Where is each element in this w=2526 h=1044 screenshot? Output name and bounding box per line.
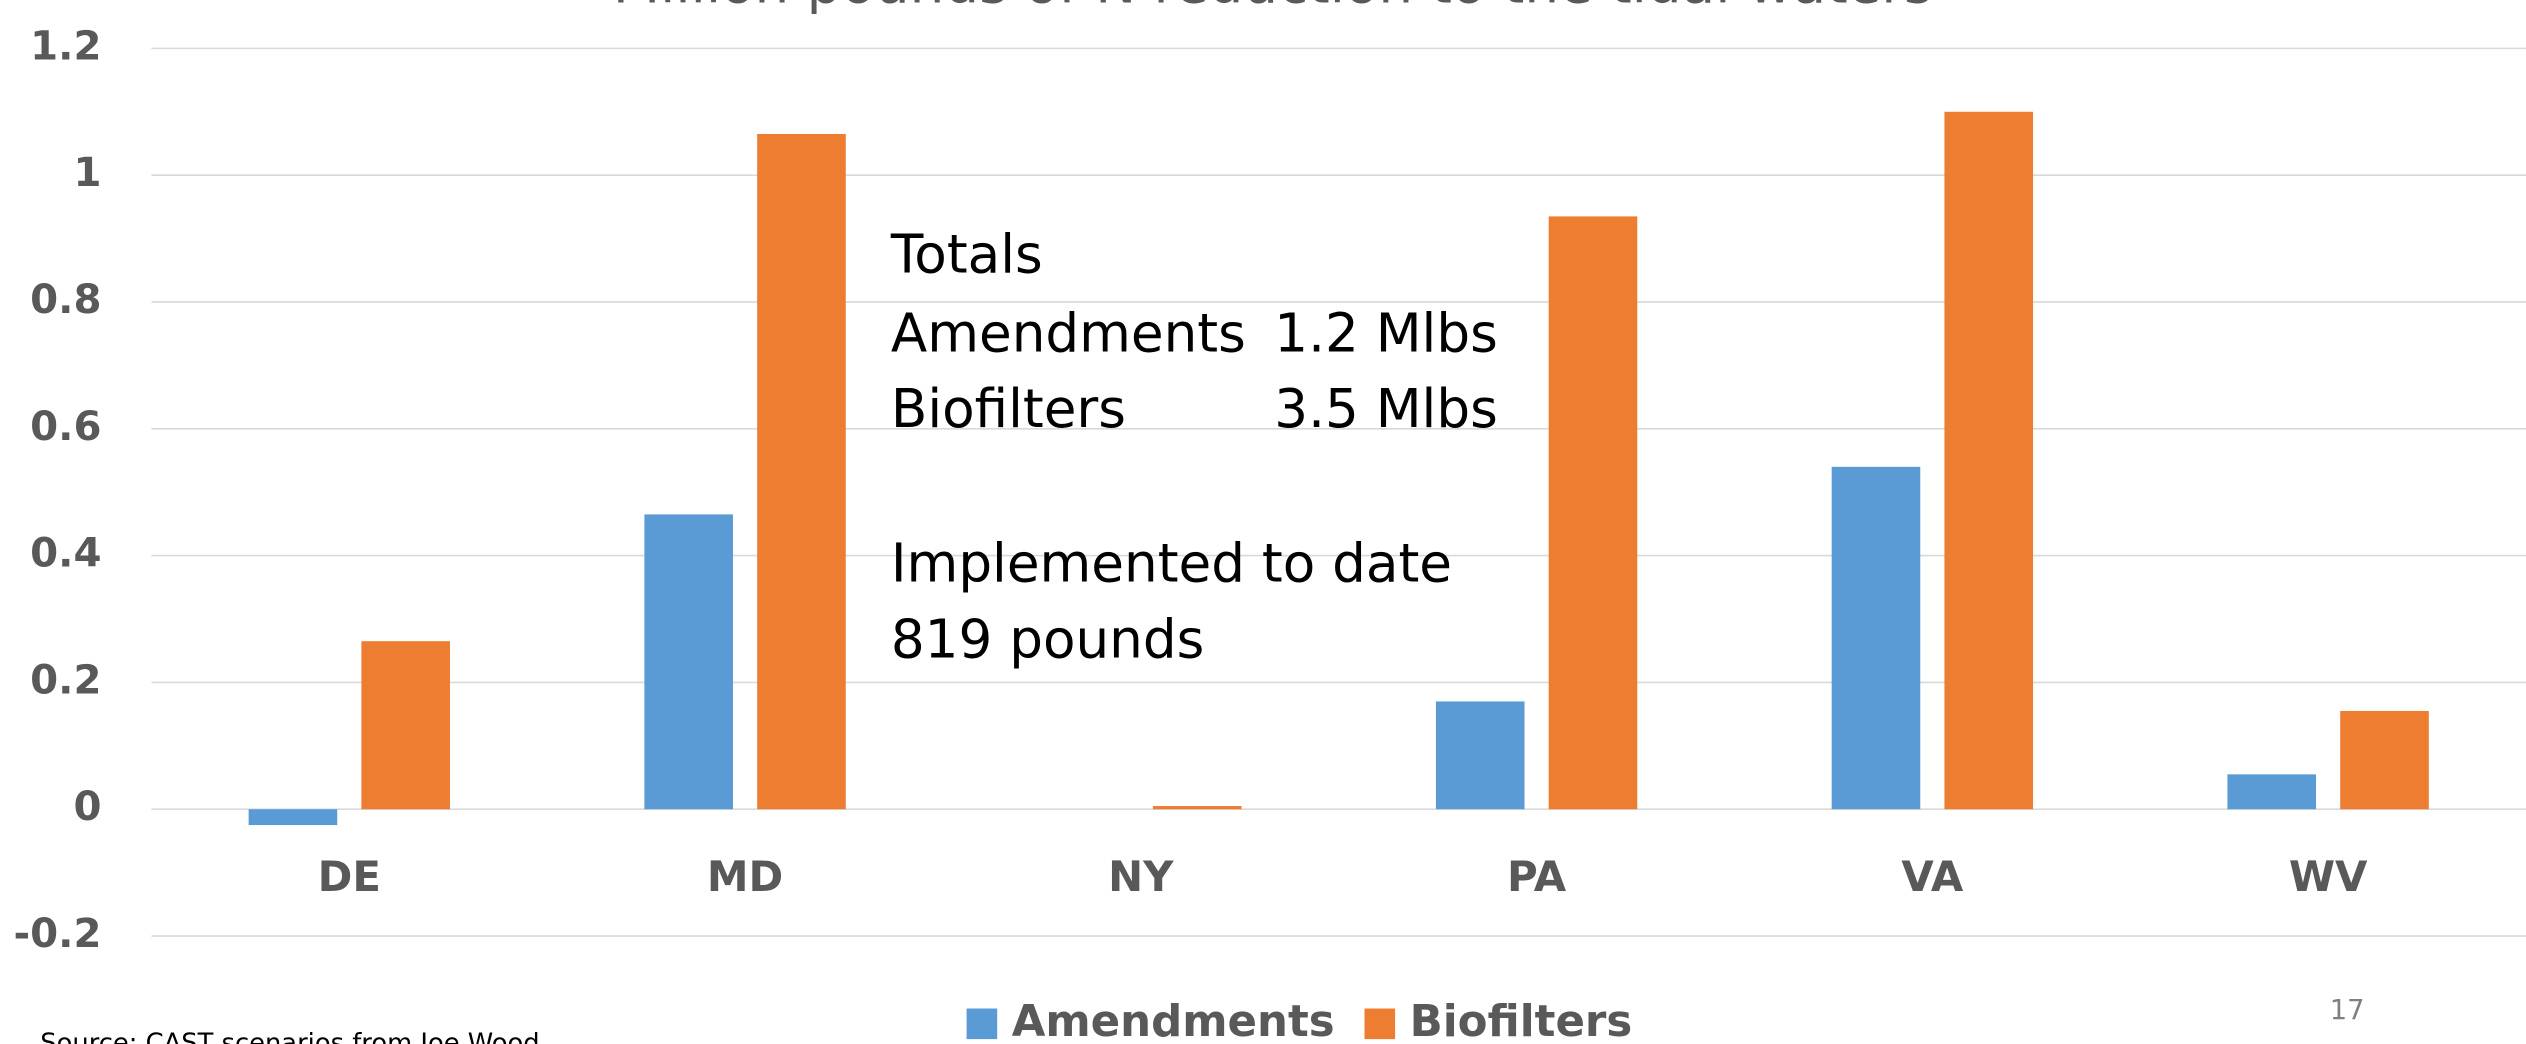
legend-label: Biofilters [1410, 997, 1633, 1044]
page-number: 17 [2330, 995, 2365, 1026]
x-tick-label: NY [1108, 852, 1174, 901]
bar [1831, 466, 1921, 810]
y-tick-label: 0.6 [30, 404, 101, 450]
x-tick-label: DE [318, 852, 381, 901]
annotation: Implemented to date [891, 533, 1452, 595]
y-tick-label: 0.2 [30, 657, 101, 703]
bar [1944, 111, 2034, 810]
annotation: Biofilters [891, 378, 1126, 440]
x-tick-label: VA [1901, 852, 1964, 901]
chart-title: Million pounds of N reduction to the tid… [613, 0, 1932, 15]
y-tick-label: 0 [73, 784, 101, 830]
y-tick-label: -0.2 [13, 911, 101, 957]
source-note: Source: CAST scenarios from Joe Wood [40, 1028, 539, 1044]
annotation: 819 pounds [891, 608, 1204, 670]
bar [1548, 216, 1638, 810]
legend-label: Amendments [1012, 997, 1335, 1044]
bar [644, 514, 733, 810]
y-tick-label: 0.4 [30, 531, 101, 577]
x-tick-label: WV [2289, 852, 2368, 901]
bar [361, 641, 450, 810]
legend-swatch [966, 1008, 998, 1040]
bar [1152, 806, 1242, 810]
bar [2227, 774, 2317, 810]
legend-swatch [1364, 1008, 1396, 1040]
annotation: 1.2 Mlbs [1274, 302, 1498, 364]
annotation: Amendments [891, 302, 1246, 364]
y-tick-label: 1 [73, 150, 101, 196]
annotation: 3.5 Mlbs [1274, 378, 1498, 440]
y-tick-label: 1.2 [30, 23, 101, 69]
bar [2340, 710, 2429, 810]
bar [248, 809, 338, 826]
x-tick-label: PA [1507, 852, 1567, 901]
bar [1435, 701, 1525, 810]
annotation: Totals [890, 223, 1043, 285]
x-tick-label: MD [707, 852, 783, 901]
bar [757, 133, 846, 810]
y-tick-label: 0.8 [30, 277, 101, 323]
